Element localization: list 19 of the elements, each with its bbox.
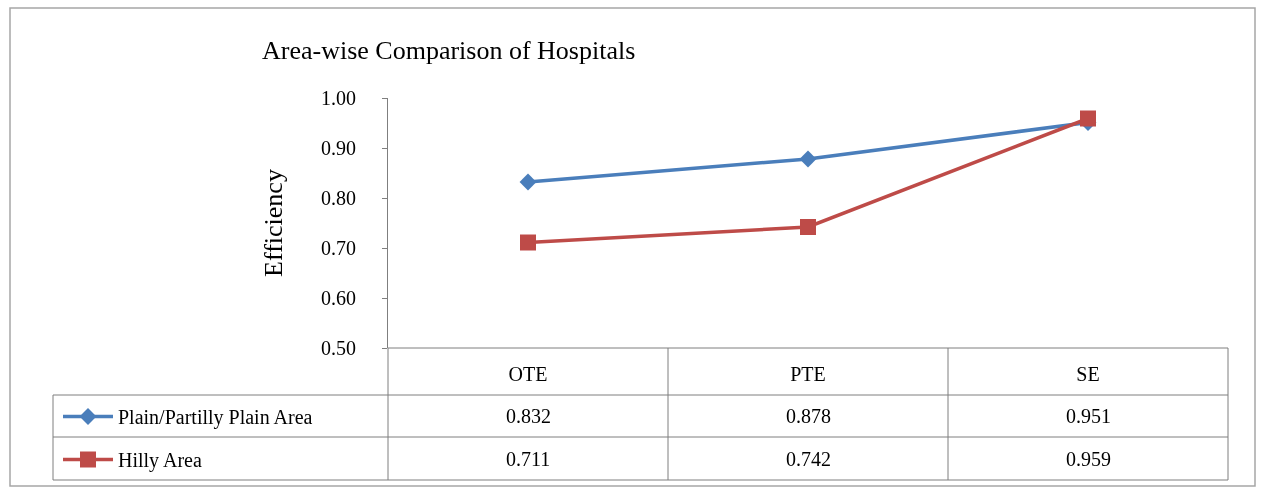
data-label: 0.711 <box>506 448 551 470</box>
data-label: 0.951 <box>1066 405 1111 427</box>
y-tick-label: 0.90 <box>321 137 356 159</box>
y-tick-label: 0.60 <box>321 287 356 309</box>
y-axis-title: Efficiency <box>259 169 289 277</box>
y-tick-label: 0.70 <box>321 237 356 259</box>
x-tick-label: PTE <box>790 363 826 385</box>
y-tick-label: 0.80 <box>321 187 356 209</box>
x-tick-label: SE <box>1076 363 1100 385</box>
y-tick-label: 1.00 <box>321 87 356 109</box>
y-tick-label: 0.50 <box>321 337 356 359</box>
data-label: 0.832 <box>506 405 551 427</box>
legend-label: Hilly Area <box>118 449 202 473</box>
legend-label: Plain/Partilly Plain Area <box>118 406 313 430</box>
chart-title: Area-wise Comparison of Hospitals <box>262 36 636 66</box>
x-tick-label: OTE <box>508 363 548 385</box>
data-label: 0.742 <box>786 448 831 470</box>
data-label: 0.959 <box>1066 448 1111 470</box>
data-label: 0.878 <box>786 405 831 427</box>
